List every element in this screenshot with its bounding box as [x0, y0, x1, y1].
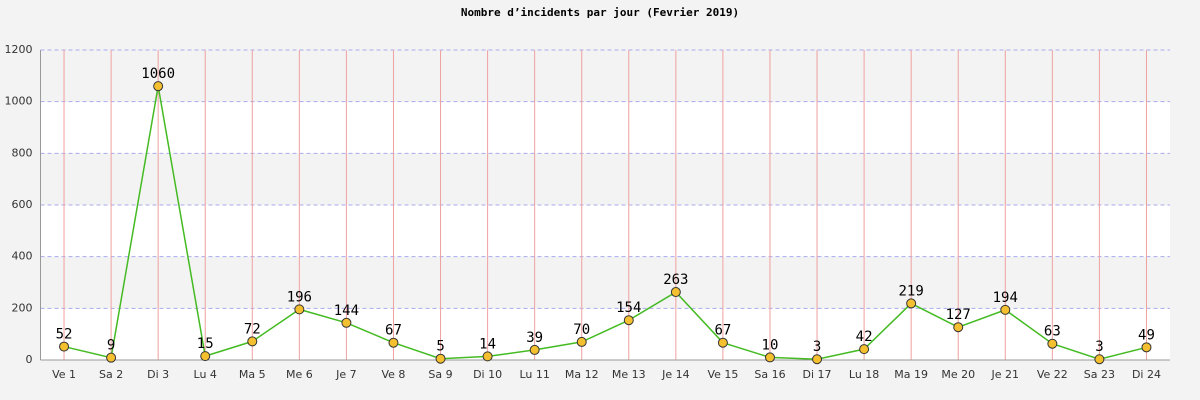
- plot-band: [40, 50, 1170, 102]
- x-tick-label: Sa 2: [99, 368, 123, 381]
- value-label: 196: [287, 289, 312, 305]
- data-point: [717, 337, 728, 348]
- data-point: [623, 315, 634, 326]
- data-point: [247, 336, 258, 347]
- y-tick-label: 1000: [5, 95, 33, 108]
- plot-band: [40, 153, 1170, 205]
- value-label: 9: [107, 338, 115, 354]
- data-point: [764, 352, 775, 363]
- value-label: 154: [616, 300, 641, 316]
- x-tick-label: Sa 16: [754, 368, 785, 381]
- data-point: [200, 351, 211, 362]
- x-tick-label: Ve 22: [1037, 368, 1068, 381]
- plot-band: [40, 256, 1170, 309]
- value-label: 67: [385, 323, 402, 339]
- value-label: 5: [436, 339, 444, 355]
- value-label: 144: [334, 303, 359, 319]
- x-tick-label: Ve 1: [52, 368, 76, 381]
- data-point: [59, 341, 70, 352]
- x-tick-label: Me 6: [286, 368, 313, 381]
- x-tick-label: Ve 8: [382, 368, 406, 381]
- value-label: 67: [714, 323, 731, 339]
- value-label: 49: [1138, 327, 1155, 343]
- y-tick-label: 1200: [5, 43, 33, 56]
- data-point: [906, 298, 917, 309]
- data-point: [1094, 354, 1105, 365]
- x-tick-label: Me 13: [612, 368, 646, 381]
- plot-band: [40, 308, 1170, 360]
- value-label: 39: [526, 330, 543, 346]
- plot-band: [40, 101, 1170, 154]
- x-tick-label: Lu 4: [194, 368, 217, 381]
- data-point: [106, 352, 117, 363]
- value-label: 42: [856, 329, 873, 345]
- x-tick-label: Je 14: [661, 368, 690, 381]
- value-label: 52: [56, 327, 73, 343]
- data-point: [153, 81, 164, 92]
- value-label: 1060: [141, 66, 175, 82]
- value-label: 219: [899, 283, 924, 299]
- data-point: [294, 304, 305, 315]
- value-label: 63: [1044, 324, 1061, 340]
- data-line: [63, 86, 1147, 361]
- data-point: [670, 287, 681, 298]
- x-tick-label: Lu 18: [849, 368, 879, 381]
- y-tick-label: 800: [12, 146, 33, 159]
- x-tick-label: Ma 12: [565, 368, 599, 381]
- x-tick-label: Sa 9: [428, 368, 452, 381]
- x-tick-label: Di 24: [1132, 368, 1161, 381]
- x-tick-label: Ma 19: [894, 368, 928, 381]
- x-tick-label: Me 20: [941, 368, 975, 381]
- x-tick-label: Di 3: [147, 368, 169, 381]
- value-label: 10: [762, 337, 779, 353]
- x-tick-label: Je 21: [991, 368, 1020, 381]
- data-point: [1141, 342, 1152, 353]
- value-label: 70: [573, 322, 590, 338]
- x-tick-label: Ve 15: [707, 368, 738, 381]
- value-label: 14: [479, 336, 496, 352]
- chart-title: Nombre d’incidents par jour (Fevrier 201…: [461, 6, 739, 19]
- x-tick-label: Ma 5: [239, 368, 266, 381]
- y-tick-label: 0: [26, 353, 33, 366]
- plot-band: [40, 205, 1170, 257]
- data-point: [953, 322, 964, 333]
- data-point: [435, 353, 446, 364]
- data-point: [859, 344, 870, 355]
- data-point: [482, 351, 493, 362]
- x-tick-label: Sa 23: [1084, 368, 1115, 381]
- x-tick-label: Di 17: [803, 368, 832, 381]
- value-label: 15: [197, 336, 214, 352]
- value-label: 3: [1095, 339, 1103, 355]
- data-point: [812, 354, 823, 365]
- value-label: 72: [244, 321, 261, 337]
- data-point: [1000, 304, 1011, 315]
- data-point: [388, 337, 399, 348]
- x-tick-label: Lu 11: [519, 368, 549, 381]
- x-tick-label: Je 7: [335, 368, 357, 381]
- value-label: 263: [663, 272, 688, 288]
- data-point: [576, 336, 587, 347]
- y-tick-label: 600: [12, 198, 33, 211]
- data-point: [341, 317, 352, 328]
- data-point: [1047, 338, 1058, 349]
- y-tick-label: 400: [12, 250, 33, 263]
- value-label: 194: [993, 290, 1018, 306]
- value-label: 127: [946, 307, 971, 323]
- value-label: 3: [813, 339, 821, 355]
- x-tick-label: Di 10: [473, 368, 502, 381]
- y-tick-label: 200: [12, 301, 33, 314]
- data-point: [529, 344, 540, 355]
